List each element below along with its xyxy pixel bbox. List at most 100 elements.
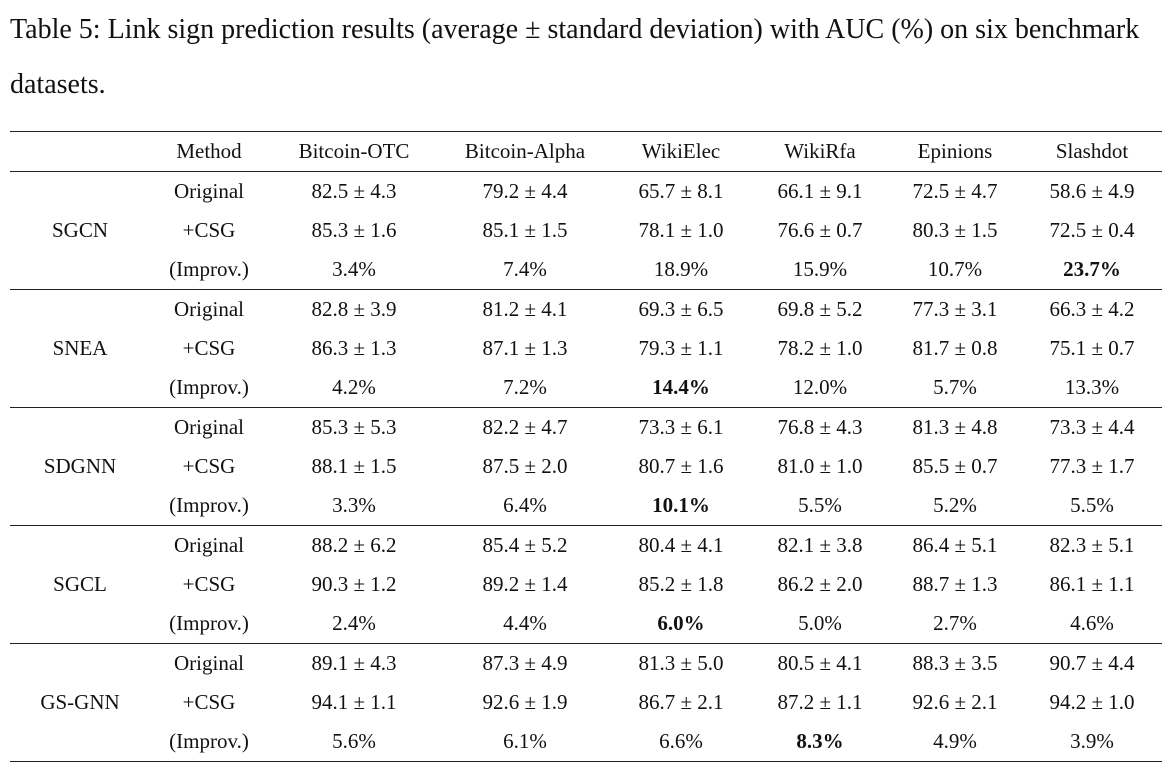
value-cell: 73.3 ± 4.4 (1049, 415, 1135, 439)
value-cell: 81.3 ± 5.0 (638, 651, 724, 675)
variant-cell: Original (174, 533, 244, 557)
value-cell: 8.3% (796, 729, 844, 753)
value-cell: 5.5% (1070, 493, 1114, 517)
value-cell: 94.1 ± 1.1 (311, 690, 397, 714)
variant-cell: Original (174, 415, 244, 439)
value-cell: 78.1 ± 1.0 (638, 218, 724, 242)
value-cell: 85.5 ± 0.7 (912, 454, 998, 478)
header-cell: WikiElec (641, 139, 721, 163)
value-cell: 6.6% (659, 729, 703, 753)
value-cell: 4.4% (503, 611, 547, 635)
value-cell: 76.8 ± 4.3 (777, 415, 863, 439)
value-cell: 82.5 ± 4.3 (311, 179, 397, 203)
value-cell: 76.6 ± 0.7 (777, 218, 863, 242)
variant-cell: (Improv.) (169, 375, 249, 399)
value-cell: 82.1 ± 3.8 (777, 533, 863, 557)
value-cell: 85.2 ± 1.8 (638, 572, 724, 596)
table-row: +CSG 88.1 ± 1.5 87.5 ± 2.0 80.7 ± 1.6 81.0 ±… (10, 447, 1162, 486)
value-cell: 81.2 ± 4.1 (482, 297, 568, 321)
table-row: (Improv.) 3.4% 7.4% 18.9% 15.9% 10.7% 23.7% (10, 250, 1162, 290)
value-cell: 5.6% (332, 729, 376, 753)
header-cell: Bitcoin-OTC (298, 139, 410, 163)
value-cell: 86.2 ± 2.0 (777, 572, 863, 596)
model-group: SGCN Original 82.5 ± 4.3 79.2 ± 4.4 65.7 ± 8… (10, 172, 1162, 290)
value-cell: 78.2 ± 1.0 (777, 336, 863, 360)
value-cell: 4.6% (1070, 611, 1114, 635)
model-group: SGCL Original 88.2 ± 6.2 85.4 ± 5.2 80.4 ± 4… (10, 526, 1162, 644)
variant-cell: +CSG (182, 572, 236, 596)
value-cell: 7.2% (503, 375, 547, 399)
model-group: SDGNN Original 85.3 ± 5.3 82.2 ± 4.7 73.3 ± … (10, 408, 1162, 526)
value-cell: 66.3 ± 4.2 (1049, 297, 1135, 321)
table-row: +CSG 85.3 ± 1.6 85.1 ± 1.5 78.1 ± 1.0 76.6 ±… (10, 211, 1162, 250)
value-cell: 89.1 ± 4.3 (311, 651, 397, 675)
header-cell: Bitcoin-Alpha (464, 139, 586, 163)
variant-cell: (Improv.) (169, 611, 249, 635)
value-cell: 87.1 ± 1.3 (482, 336, 568, 360)
value-cell: 66.1 ± 9.1 (777, 179, 863, 203)
value-cell: 5.5% (798, 493, 842, 517)
table-row: SDGNN Original 85.3 ± 5.3 82.2 ± 4.7 73.3 ± … (10, 408, 1162, 478)
value-cell: 77.3 ± 1.7 (1049, 454, 1135, 478)
value-cell: 92.6 ± 1.9 (482, 690, 568, 714)
value-cell: 5.0% (798, 611, 842, 635)
value-cell: 85.3 ± 1.6 (311, 218, 397, 242)
header-cell (10, 132, 150, 172)
value-cell: 86.1 ± 1.1 (1049, 572, 1135, 596)
value-cell: 58.6 ± 4.9 (1049, 179, 1135, 203)
table-row: +CSG 86.3 ± 1.3 87.1 ± 1.3 79.3 ± 1.1 78.2 ±… (10, 329, 1162, 368)
value-cell: 12.0% (792, 375, 848, 399)
value-cell: 77.3 ± 3.1 (912, 297, 998, 321)
header-cell: Epinions (917, 139, 993, 163)
variant-cell: +CSG (182, 336, 236, 360)
value-cell: 72.5 ± 4.7 (912, 179, 998, 203)
model-name: SGCN (51, 218, 109, 242)
value-cell: 3.3% (332, 493, 376, 517)
value-cell: 87.3 ± 4.9 (482, 651, 568, 675)
value-cell: 2.7% (933, 611, 977, 635)
table-row: (Improv.) 3.3% 6.4% 10.1% 5.5% 5.2% 5.5% (10, 486, 1162, 526)
header-cell: Method (176, 139, 242, 163)
value-cell: 92.6 ± 2.1 (912, 690, 998, 714)
value-cell: 4.2% (332, 375, 376, 399)
value-cell: 85.3 ± 5.3 (311, 415, 397, 439)
value-cell: 81.3 ± 4.8 (912, 415, 998, 439)
value-cell: 69.3 ± 6.5 (638, 297, 724, 321)
value-cell: 87.2 ± 1.1 (777, 690, 863, 714)
table-header: Method Bitcoin-OTC Bitcoin-Alpha WikiElec Wi… (10, 131, 1162, 172)
value-cell: 82.8 ± 3.9 (311, 297, 397, 321)
variant-cell: Original (174, 651, 244, 675)
variant-cell: (Improv.) (169, 257, 249, 281)
value-cell: 6.0% (657, 611, 705, 635)
value-cell: 14.4% (652, 375, 710, 399)
table-row: +CSG 94.1 ± 1.1 92.6 ± 1.9 86.7 ± 2.1 87.2 ±… (10, 683, 1162, 722)
table-row: SGCL Original 88.2 ± 6.2 85.4 ± 5.2 80.4 ± 4… (10, 526, 1162, 596)
value-cell: 5.7% (933, 375, 977, 399)
table-row: (Improv.) 5.6% 6.1% 6.6% 8.3% 4.9% 3.9% (10, 722, 1162, 762)
value-cell: 18.9% (653, 257, 709, 281)
value-cell: 69.8 ± 5.2 (777, 297, 863, 321)
variant-cell: +CSG (182, 454, 236, 478)
value-cell: 81.0 ± 1.0 (777, 454, 863, 478)
variant-cell: +CSG (182, 218, 236, 242)
results-table: Method Bitcoin-OTC Bitcoin-Alpha WikiElec Wi… (10, 131, 1162, 762)
value-cell: 80.7 ± 1.6 (638, 454, 724, 478)
table-row: (Improv.) 2.4% 4.4% 6.0% 5.0% 2.7% 4.6% (10, 604, 1162, 644)
value-cell: 86.4 ± 5.1 (912, 533, 998, 557)
value-cell: 90.7 ± 4.4 (1049, 651, 1135, 675)
value-cell: 90.3 ± 1.2 (311, 572, 397, 596)
value-cell: 6.4% (503, 493, 547, 517)
value-cell: 88.7 ± 1.3 (912, 572, 998, 596)
table-row: GS-GNN Original 89.1 ± 4.3 87.3 ± 4.9 81.3 ±… (10, 644, 1162, 714)
value-cell: 7.4% (503, 257, 547, 281)
value-cell: 94.2 ± 1.0 (1049, 690, 1135, 714)
value-cell: 82.2 ± 4.7 (482, 415, 568, 439)
value-cell: 79.2 ± 4.4 (482, 179, 568, 203)
model-name: SGCL (53, 572, 107, 596)
value-cell: 80.3 ± 1.5 (912, 218, 998, 242)
value-cell: 4.9% (933, 729, 977, 753)
value-cell: 86.3 ± 1.3 (311, 336, 397, 360)
value-cell: 80.4 ± 4.1 (638, 533, 724, 557)
value-cell: 87.5 ± 2.0 (482, 454, 568, 478)
value-cell: 65.7 ± 8.1 (638, 179, 724, 203)
